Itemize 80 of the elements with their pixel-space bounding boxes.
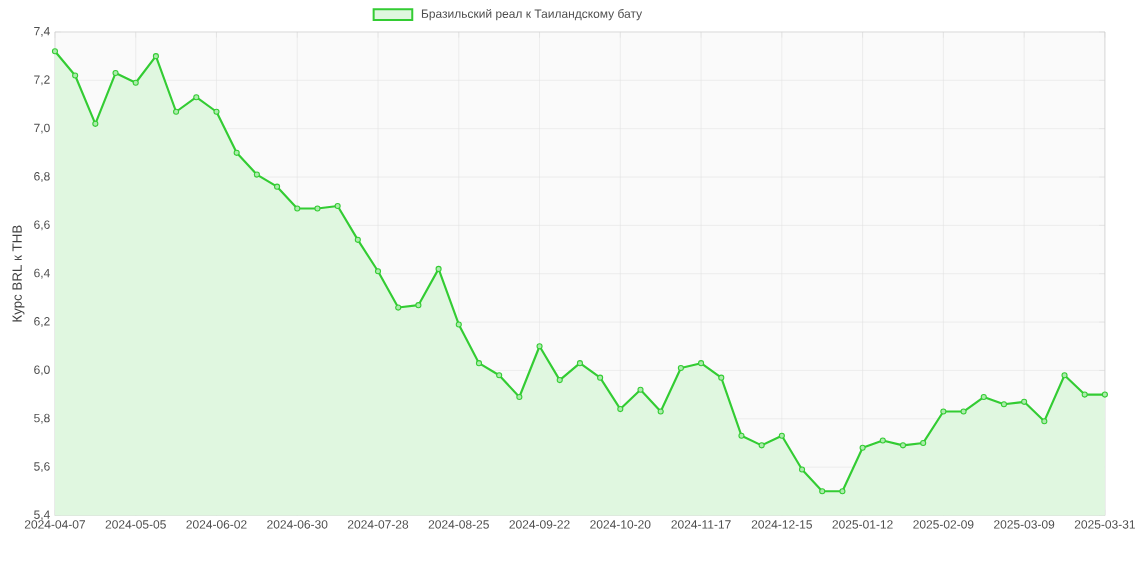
y-tick-label: 5,6 xyxy=(34,461,50,472)
point xyxy=(576,359,583,367)
point xyxy=(778,432,785,439)
y-tick-label: 7,0 xyxy=(34,123,50,134)
point xyxy=(617,405,624,412)
point xyxy=(516,393,523,400)
point xyxy=(1021,398,1028,405)
point xyxy=(496,371,503,379)
x-tick-label: 2025-01-12 xyxy=(832,519,893,529)
x-tick-label: 2025-03-31 xyxy=(1074,519,1135,529)
point xyxy=(798,466,806,473)
point xyxy=(597,374,604,381)
point xyxy=(1081,391,1088,398)
point xyxy=(718,374,725,381)
x-tick-label: 2024-09-22 xyxy=(509,519,570,529)
point xyxy=(657,408,664,415)
point xyxy=(455,321,462,328)
point xyxy=(354,236,361,243)
point xyxy=(859,444,866,451)
point xyxy=(112,69,119,76)
point xyxy=(314,205,321,212)
point xyxy=(980,393,987,400)
point xyxy=(334,202,341,209)
point xyxy=(758,442,765,449)
point xyxy=(1061,371,1068,379)
x-tick-label: 2025-03-09 xyxy=(994,519,1055,529)
x-tick-label: 2024-07-28 xyxy=(347,519,409,529)
y-tick-label: 6,8 xyxy=(34,171,50,182)
point xyxy=(879,437,886,444)
point xyxy=(213,108,220,115)
point xyxy=(132,79,139,86)
y-tick-label: 6,2 xyxy=(34,316,50,327)
point xyxy=(435,265,442,272)
y-tick-label: 7,4 xyxy=(34,26,50,37)
x-tick-label: 2025-02-09 xyxy=(913,519,974,529)
y-tick-label: 5,4 xyxy=(34,510,50,521)
point xyxy=(819,488,826,495)
y-axis-title: Курс BRL к THB xyxy=(12,225,25,322)
point xyxy=(698,359,705,367)
point xyxy=(152,52,159,59)
point xyxy=(738,432,745,439)
legend-label: Бразильский реал к Таиландскому бату xyxy=(421,8,643,21)
point xyxy=(374,268,382,275)
point xyxy=(233,149,240,156)
point xyxy=(294,205,301,212)
point xyxy=(637,386,644,393)
point xyxy=(940,408,947,415)
x-tick-label: 2024-06-02 xyxy=(186,519,247,529)
point xyxy=(415,301,422,309)
point xyxy=(475,359,483,367)
point xyxy=(1101,391,1108,398)
point xyxy=(920,439,927,446)
x-tick-label: 2024-11-17 xyxy=(671,519,731,529)
point xyxy=(536,342,543,350)
point xyxy=(556,376,563,383)
point xyxy=(72,72,79,79)
point xyxy=(395,304,402,311)
y-tick-label: 5,8 xyxy=(34,413,50,424)
x-tick-label: 2024-06-30 xyxy=(267,519,328,529)
point xyxy=(92,120,99,127)
y-tick-label: 6,0 xyxy=(34,365,50,376)
point xyxy=(1000,400,1008,408)
point xyxy=(1041,417,1048,425)
point xyxy=(51,48,59,55)
x-tick-label: 2024-12-15 xyxy=(751,519,812,529)
point xyxy=(273,183,281,190)
x-tick-label: 2024-08-25 xyxy=(428,519,489,529)
y-tick-label: 6,4 xyxy=(34,268,50,279)
point xyxy=(253,171,260,178)
point xyxy=(193,93,200,101)
y-tick-label: 7,2 xyxy=(34,75,50,86)
x-tick-label: 2024-04-07 xyxy=(24,519,85,529)
y-tick-label: 6,6 xyxy=(34,220,50,231)
point xyxy=(839,488,846,495)
point xyxy=(899,442,907,449)
point xyxy=(677,364,684,371)
point xyxy=(173,108,180,115)
x-tick-label: 2024-05-05 xyxy=(105,519,166,529)
point xyxy=(960,408,967,415)
x-tick-label: 2024-10-20 xyxy=(590,519,651,529)
